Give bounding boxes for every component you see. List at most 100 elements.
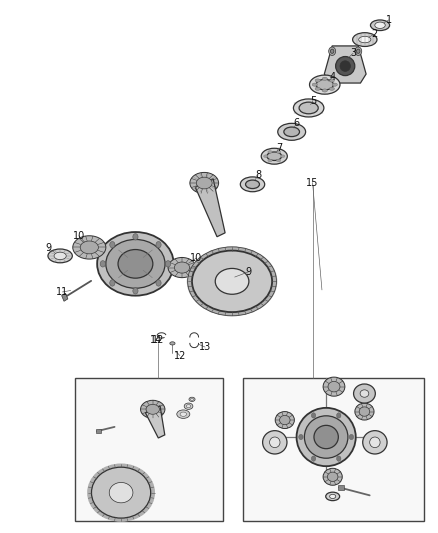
Ellipse shape — [355, 403, 374, 420]
Ellipse shape — [261, 148, 287, 164]
Circle shape — [156, 280, 161, 286]
Ellipse shape — [87, 464, 155, 522]
Polygon shape — [62, 293, 68, 301]
Ellipse shape — [293, 99, 324, 117]
Ellipse shape — [304, 416, 348, 458]
Ellipse shape — [268, 151, 272, 154]
Bar — [75, 378, 223, 521]
Ellipse shape — [268, 159, 272, 162]
Ellipse shape — [328, 472, 338, 481]
Circle shape — [133, 288, 138, 294]
Text: 9: 9 — [246, 267, 252, 277]
Text: 6: 6 — [293, 118, 300, 128]
Ellipse shape — [187, 246, 277, 317]
Text: 9: 9 — [45, 244, 51, 254]
Ellipse shape — [329, 87, 335, 91]
Ellipse shape — [279, 415, 290, 425]
Ellipse shape — [375, 22, 385, 28]
Ellipse shape — [246, 180, 259, 189]
Ellipse shape — [146, 405, 159, 414]
Circle shape — [110, 280, 115, 286]
Ellipse shape — [328, 382, 340, 392]
Circle shape — [336, 413, 341, 418]
Ellipse shape — [276, 151, 281, 154]
Ellipse shape — [186, 405, 191, 408]
Ellipse shape — [264, 155, 268, 158]
Text: 4: 4 — [330, 71, 336, 82]
Ellipse shape — [360, 390, 369, 397]
Circle shape — [100, 261, 106, 267]
Ellipse shape — [48, 249, 72, 263]
Text: 7: 7 — [276, 143, 282, 153]
Ellipse shape — [192, 251, 272, 312]
Ellipse shape — [196, 177, 212, 189]
Ellipse shape — [323, 377, 345, 396]
Ellipse shape — [118, 249, 153, 278]
Ellipse shape — [168, 257, 196, 278]
Ellipse shape — [215, 269, 249, 294]
Circle shape — [299, 434, 303, 440]
Ellipse shape — [322, 77, 327, 80]
Ellipse shape — [281, 155, 285, 158]
Ellipse shape — [323, 469, 342, 485]
Ellipse shape — [109, 482, 133, 503]
Ellipse shape — [330, 494, 336, 498]
Ellipse shape — [73, 236, 106, 259]
Ellipse shape — [340, 61, 350, 71]
Ellipse shape — [322, 89, 327, 92]
Ellipse shape — [326, 492, 339, 500]
Ellipse shape — [315, 79, 320, 82]
Ellipse shape — [191, 398, 194, 400]
Ellipse shape — [353, 384, 375, 403]
Ellipse shape — [180, 412, 187, 416]
Circle shape — [330, 49, 334, 53]
Circle shape — [311, 456, 316, 461]
Text: 10: 10 — [73, 231, 85, 241]
Circle shape — [355, 47, 362, 55]
Polygon shape — [96, 429, 102, 433]
Ellipse shape — [92, 467, 151, 518]
Text: 15: 15 — [307, 177, 319, 188]
Circle shape — [156, 241, 161, 248]
Ellipse shape — [267, 152, 282, 160]
Text: 5: 5 — [310, 95, 316, 106]
Ellipse shape — [106, 239, 165, 288]
Ellipse shape — [336, 56, 355, 76]
Circle shape — [133, 233, 138, 240]
Circle shape — [110, 241, 115, 248]
Circle shape — [336, 456, 341, 461]
Polygon shape — [145, 406, 165, 438]
Ellipse shape — [54, 252, 66, 260]
Text: 3: 3 — [350, 49, 356, 58]
Ellipse shape — [370, 437, 380, 448]
Ellipse shape — [312, 83, 318, 86]
Ellipse shape — [297, 408, 356, 466]
Ellipse shape — [177, 410, 190, 418]
Circle shape — [328, 47, 336, 55]
Text: 10: 10 — [190, 253, 202, 263]
Bar — [243, 378, 424, 521]
Ellipse shape — [353, 33, 377, 46]
Ellipse shape — [332, 83, 337, 86]
Ellipse shape — [141, 400, 165, 418]
Ellipse shape — [190, 172, 219, 193]
Ellipse shape — [371, 20, 390, 30]
Ellipse shape — [174, 262, 190, 273]
Text: 12: 12 — [173, 351, 186, 361]
Ellipse shape — [263, 431, 287, 454]
Text: 13: 13 — [199, 342, 211, 352]
Circle shape — [166, 261, 171, 267]
Polygon shape — [195, 179, 225, 237]
Text: 11: 11 — [56, 287, 68, 297]
Polygon shape — [324, 46, 366, 83]
Ellipse shape — [359, 36, 371, 43]
Ellipse shape — [275, 411, 294, 429]
Ellipse shape — [170, 342, 175, 345]
Circle shape — [349, 434, 353, 440]
Text: 14: 14 — [150, 335, 162, 345]
Ellipse shape — [314, 425, 338, 449]
Circle shape — [357, 49, 360, 53]
Ellipse shape — [359, 407, 370, 416]
Text: 8: 8 — [255, 170, 261, 180]
Ellipse shape — [189, 397, 195, 401]
